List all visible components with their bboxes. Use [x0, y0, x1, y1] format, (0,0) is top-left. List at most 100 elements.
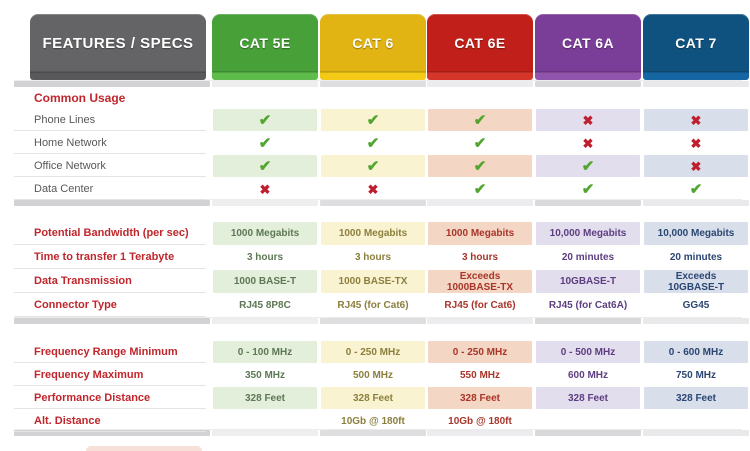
spec-value-cell: 10GBASE-T	[536, 270, 640, 293]
divider-hairline	[14, 317, 742, 318]
divider-segment	[427, 318, 533, 324]
check-icon: ✔	[258, 134, 272, 152]
divider-segment	[320, 318, 426, 324]
divider-segment	[427, 81, 533, 87]
divider-segment	[643, 200, 749, 206]
column-tab-body-cat7: CAT 7	[643, 14, 749, 72]
column-tab-body-cat6e: CAT 6E	[427, 14, 533, 72]
spec-value-cell: 550 MHz	[459, 369, 500, 381]
spec-value-cell: 350 MHz	[244, 369, 285, 381]
divider-segment	[212, 81, 318, 87]
spec-value-cell: 10,000 Megabits	[536, 222, 640, 245]
check-icon: ✔	[366, 134, 380, 152]
table-row: Office Network ✔ ✔ ✔ ✔ ✖	[0, 155, 750, 177]
table-row: Frequency Maximum 350 MHz 500 MHz 550 MHz 60…	[0, 364, 750, 386]
divider-segment	[643, 81, 749, 87]
cross-icon: ✖	[690, 158, 702, 174]
row-label: Time to transfer 1 Terabyte	[14, 246, 206, 269]
row-label: Office Network	[14, 155, 206, 177]
column-tab-label-cat6a: CAT 6A	[562, 35, 614, 51]
divider-segment	[427, 200, 533, 206]
check-icon: ✔	[473, 180, 487, 198]
row-label: Data Center	[14, 178, 206, 200]
spec-value-cell: RJ45 8P8C	[239, 300, 291, 311]
spec-value-cell: 10Gb @ 180ft	[341, 415, 405, 427]
column-tab-cat6e: CAT 6E	[427, 14, 533, 80]
divider-segment	[14, 430, 210, 436]
cross-icon: ✖	[367, 181, 379, 197]
column-tab-strip-cat5e	[212, 72, 318, 80]
spec-value-cell: 20 minutes	[561, 252, 615, 263]
spec-value-cell: 10Gb @ 180ft	[448, 415, 512, 427]
spec-value-cell: 600 MHz	[567, 369, 608, 381]
divider-segment	[427, 430, 533, 436]
table-row: Potential Bandwidth (per sec) 1000 Megabi…	[0, 222, 750, 245]
check-icon: ✔	[581, 180, 595, 198]
usage-mark-cell: ✔	[428, 109, 532, 131]
cross-icon: ✖	[582, 112, 594, 128]
divider-segment	[535, 318, 641, 324]
features-specs-tab-body: FEATURES / SPECS	[30, 14, 206, 72]
column-tab-strip-cat6	[320, 72, 426, 80]
spec-value-cell: 1000 BASE-T	[213, 270, 317, 293]
column-tab-cat6a: CAT 6A	[535, 14, 641, 80]
divider-segment	[14, 81, 210, 87]
spec-value-cell: 0 - 600 MHz	[644, 341, 748, 363]
column-tab-label-cat7: CAT 7	[675, 35, 717, 51]
usage-mark-cell: ✖	[213, 178, 317, 200]
usage-mark-cell: ✔	[428, 132, 532, 154]
spec-value-cell: 3 hours	[354, 252, 392, 263]
table-row: Home Network ✔ ✔ ✔ ✖ ✖	[0, 132, 750, 154]
row-label: Frequency Range Minimum	[14, 341, 206, 363]
check-icon: ✔	[473, 134, 487, 152]
spec-value-cell: 3 hours	[461, 252, 499, 263]
row-label: Potential Bandwidth (per sec)	[14, 222, 206, 245]
usage-mark-cell: ✖	[321, 178, 425, 200]
cross-icon: ✖	[690, 135, 702, 151]
section-divider	[0, 430, 750, 436]
row-label: Phone Lines	[14, 109, 206, 131]
table-row: Frequency Range Minimum 0 - 100 MHz 0 - 25…	[0, 341, 750, 363]
spec-value-cell: 1000 Megabits	[321, 222, 425, 245]
table-row: Performance Distance 328 Feet 328 Feet 328 …	[0, 387, 750, 409]
column-tab-strip-cat6a	[535, 72, 641, 80]
spec-value-cell: 500 MHz	[352, 369, 393, 381]
usage-mark-cell: ✔	[536, 155, 640, 177]
check-icon: ✔	[473, 111, 487, 129]
usage-mark-cell: ✖	[536, 132, 640, 154]
usage-mark-cell: ✔	[428, 155, 532, 177]
table-row: Phone Lines ✔ ✔ ✔ ✖ ✖	[0, 109, 750, 131]
spec-value-cell: 750 MHz	[675, 369, 716, 381]
divider-segment	[643, 430, 749, 436]
spec-value-cell: 0 - 250 MHz	[321, 341, 425, 363]
usage-mark-cell: ✔	[321, 109, 425, 131]
column-tab-body-cat6: CAT 6	[320, 14, 426, 72]
check-icon: ✔	[258, 157, 272, 175]
divider-segment	[535, 81, 641, 87]
usage-mark-cell: ✔	[644, 178, 748, 200]
row-label: Data Transmission	[14, 270, 206, 293]
spec-value-cell: 3 hours	[246, 252, 284, 263]
usage-mark-cell: ✔	[213, 109, 317, 131]
table-row: Connector Type RJ45 8P8C RJ45 (for Cat6) RJ…	[0, 294, 750, 317]
divider-segment	[320, 81, 426, 87]
divider-hairline	[14, 80, 742, 81]
check-icon: ✔	[366, 111, 380, 129]
cutoff-tab-sliver	[86, 446, 202, 451]
section-title: Common Usage	[34, 91, 126, 105]
row-label: Alt. Distance	[14, 410, 206, 432]
features-specs-tab: FEATURES / SPECS	[30, 14, 206, 80]
cross-icon: ✖	[259, 181, 271, 197]
table-row: Time to transfer 1 Terabyte 3 hours 3 hour…	[0, 246, 750, 269]
spec-value-cell: RJ45 (for Cat6A)	[548, 300, 628, 311]
check-icon: ✔	[581, 157, 595, 175]
divider-segment	[14, 200, 210, 206]
usage-mark-cell: ✖	[644, 155, 748, 177]
spec-value-cell: 328 Feet	[644, 387, 748, 409]
row-label: Frequency Maximum	[14, 364, 206, 386]
spec-value-cell: 10,000 Megabits	[644, 222, 748, 245]
divider-segment	[212, 430, 318, 436]
row-label: Connector Type	[14, 294, 206, 317]
row-label: Home Network	[14, 132, 206, 154]
